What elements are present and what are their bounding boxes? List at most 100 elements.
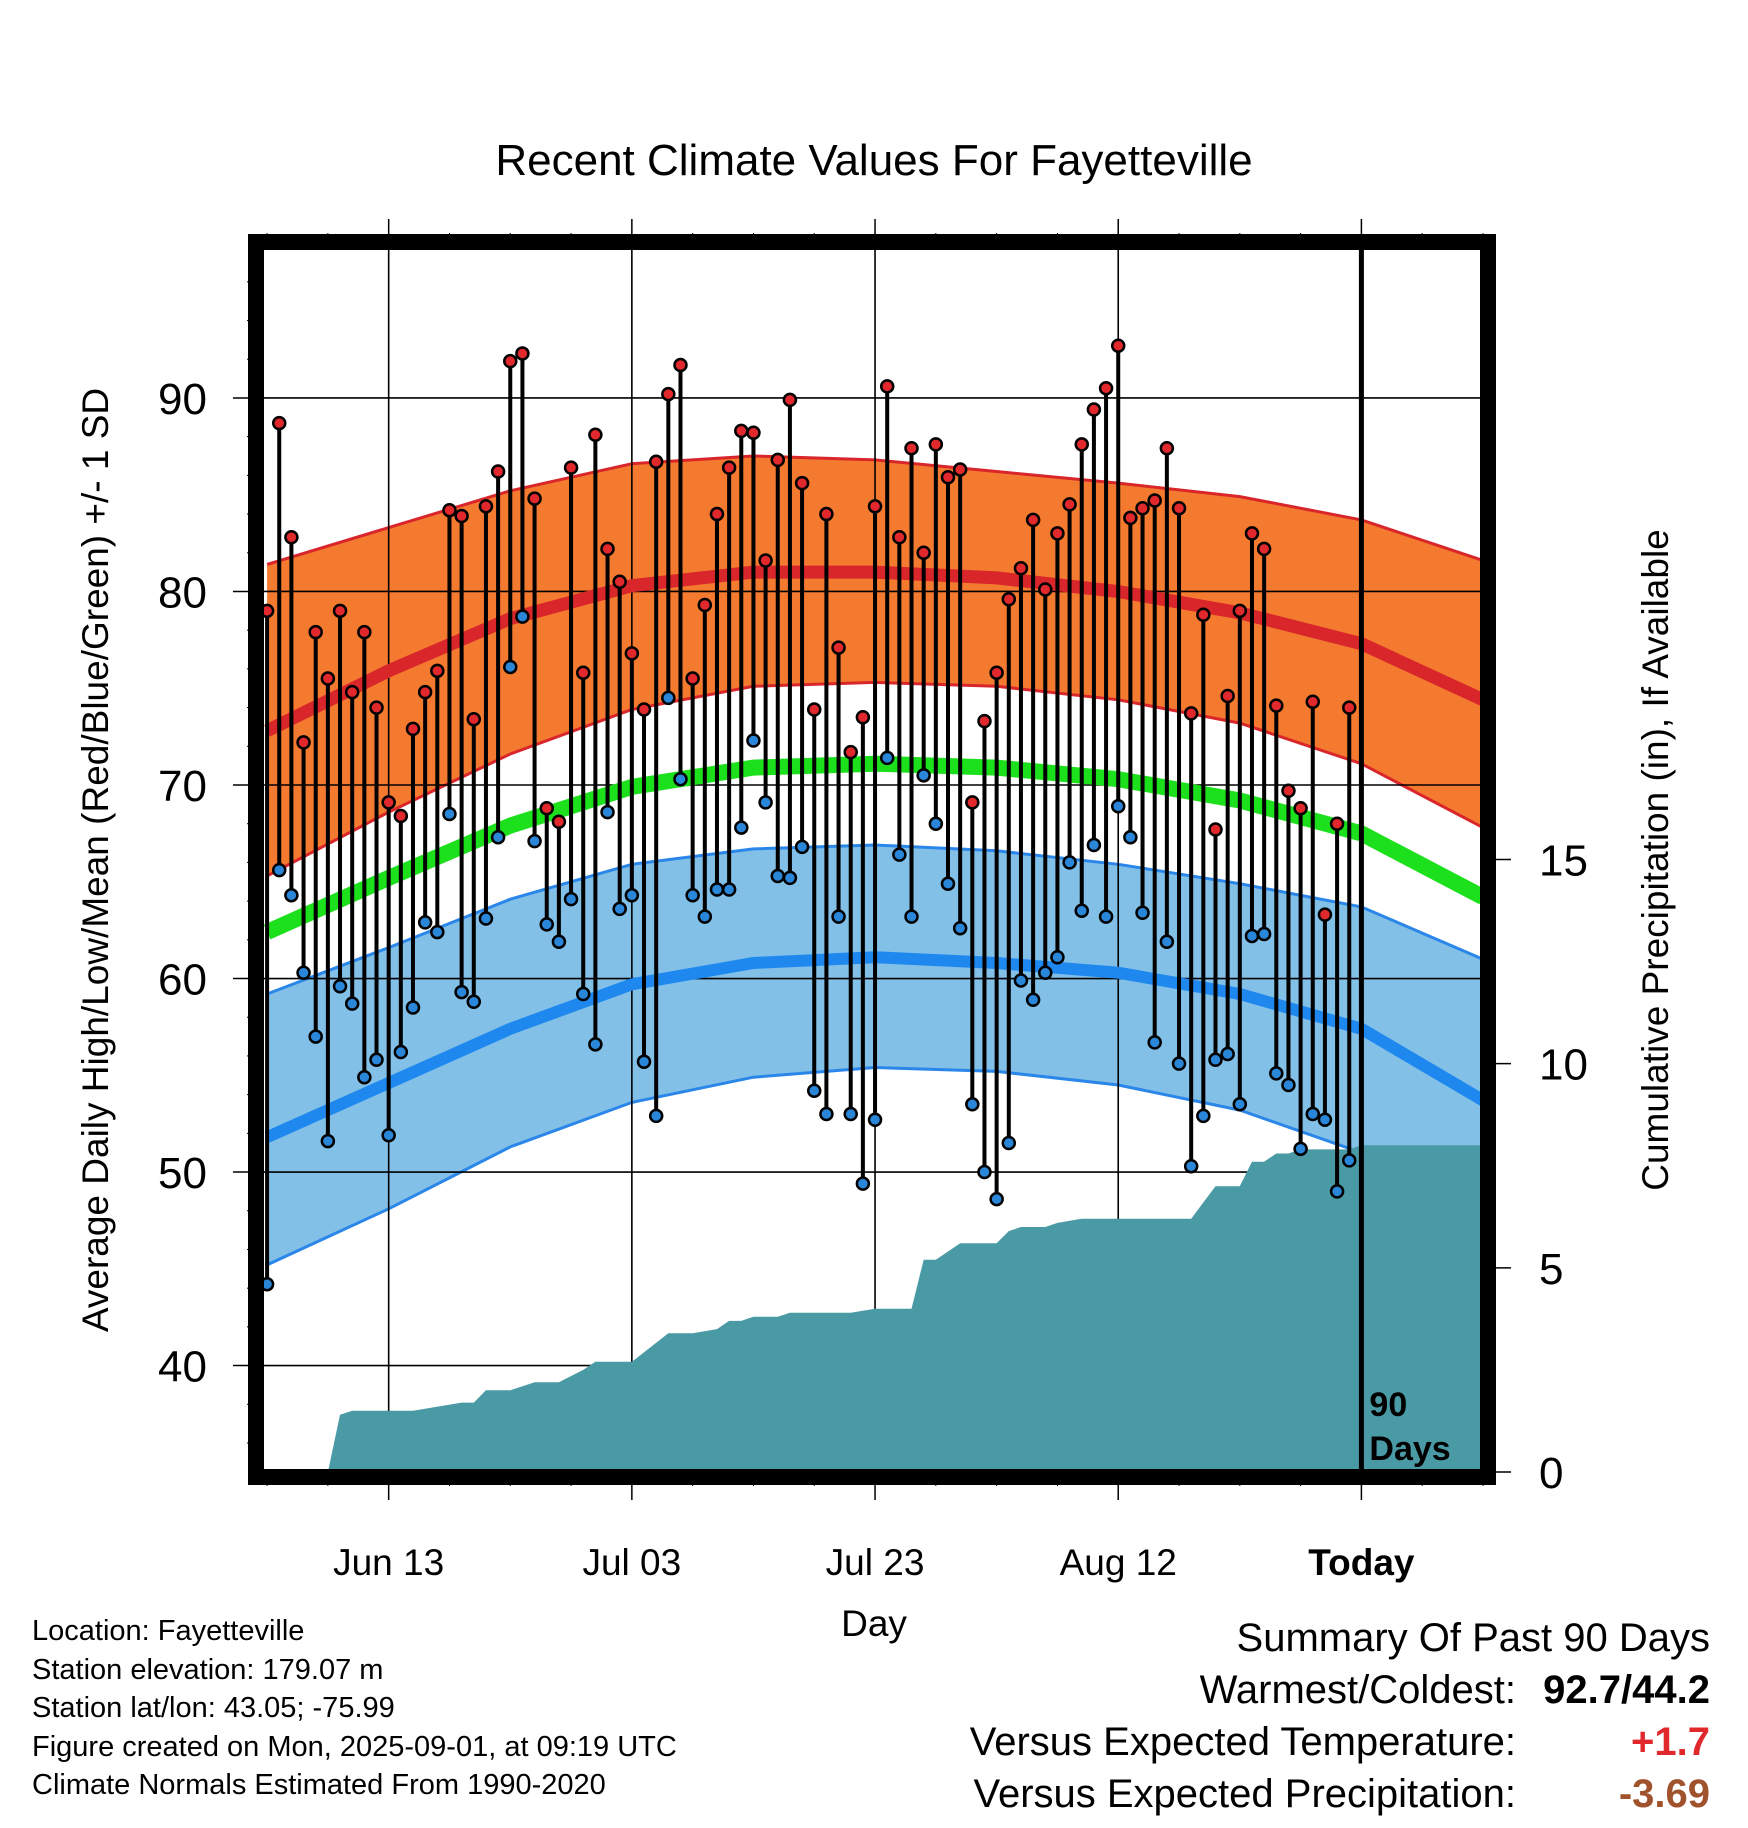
daily-high-point [1025,512,1041,528]
daily-high-point [393,808,409,824]
daily-high-point [600,541,615,557]
daily-low-point [539,917,554,932]
y2-tick-label: 0 [1539,1449,1563,1498]
daily-high-point [685,671,700,686]
daily-low-point [1220,1046,1235,1062]
daily-high-point [357,624,372,640]
daily-high-point [296,735,311,750]
precip-label: Versus Expected Precipitation: [973,1772,1516,1816]
y2-axis-label: Cumulative Precipitation (in), If Availa… [1635,529,1676,1191]
daily-low-point [600,804,615,820]
daily-high-point [369,700,384,715]
daily-high-point [624,646,640,661]
daily-low-point [369,1052,384,1068]
daily-low-point [612,901,627,917]
daily-high-point [1244,526,1260,541]
plot-content [261,247,1483,1472]
daily-low-point [904,909,919,924]
daily-low-point [308,1029,323,1044]
daily-high-point [1001,591,1017,607]
daily-low-point [952,920,968,936]
daily-low-point [721,882,737,897]
daily-low-point [1244,928,1260,944]
daily-low-point [977,1164,992,1180]
daily-high-point [1062,497,1077,512]
daily-high-point [636,702,652,717]
warm-cold-value: 92.7/44.2 [1543,1668,1710,1712]
y-tick-label: 50 [158,1149,207,1198]
daily-high-point [1123,510,1138,526]
daily-low-point [381,1128,396,1143]
daily-low-point [271,862,287,878]
daily-low-point [636,1054,652,1069]
daily-low-point [417,915,433,930]
daily-low-point [1135,905,1150,920]
daily-high-point [758,553,773,568]
daily-low-point [697,909,713,924]
daily-low-point [1001,1135,1017,1151]
daily-low-point [867,1112,883,1128]
daily-low-point [320,1133,336,1149]
daily-low-point [1062,855,1077,870]
daily-low-point [770,868,786,884]
y2-tick-label: 5 [1539,1245,1563,1294]
daily-low-point [1281,1077,1296,1093]
station-info: Location: Fayetteville Station elevation… [32,1612,677,1805]
chart-title: Recent Climate Values For Fayetteville [495,136,1252,185]
daily-high-point [879,379,895,394]
daily-low-point [393,1044,409,1060]
daily-low-point [794,839,810,855]
daily-high-point [320,671,336,686]
warm-cold-label: Warmest/Coldest: [1199,1668,1516,1712]
daily-low-point [1256,926,1272,942]
daily-low-point [1196,1108,1211,1124]
daily-high-point [539,800,554,816]
daily-high-point [1110,338,1126,353]
daily-high-point [612,574,627,590]
daily-high-point [1269,698,1284,713]
daily-high-point [721,460,737,475]
daily-high-point [454,508,469,524]
daily-low-point [928,816,944,831]
daily-low-point [515,609,530,624]
daily-high-point [478,499,494,514]
daily-high-point [515,346,530,361]
daily-high-point [1159,441,1175,456]
daily-low-point [1050,949,1065,965]
daily-low-point [782,870,798,886]
daily-low-point [1341,1153,1357,1168]
y2-tick-label: 15 [1539,837,1588,886]
daily-low-point [575,986,591,1002]
daily-high-point [1208,822,1223,837]
daily-low-point [551,934,567,949]
daily-low-point [1159,934,1175,949]
daily-high-point [1329,816,1345,831]
daily-high-point [977,713,992,729]
daily-low-point [1098,909,1114,924]
daily-low-point [806,1083,822,1099]
daily-high-point [855,710,871,725]
daily-low-point [734,820,749,835]
daily-low-point [344,996,360,1011]
daily-high-point [344,684,360,700]
daily-high-point [284,530,299,545]
daily-low-point [1171,1056,1187,1071]
daily-high-point [819,506,834,522]
daily-low-point [503,659,518,675]
y-tick-label: 70 [158,762,207,811]
x-tick-label: Jun 13 [333,1542,444,1583]
daily-high-point [989,665,1004,681]
daily-high-point [940,470,956,485]
precipitation-area [267,1145,1483,1472]
daily-high-point [928,437,944,452]
daily-low-point [989,1191,1004,1207]
daily-high-point [527,491,542,506]
daily-low-point [673,771,688,787]
location-text: Location: Fayetteville [32,1615,305,1647]
created-text: Figure created on Mon, 2025-09-01, at 09… [32,1730,677,1763]
daily-low-point [746,733,761,748]
plot-area: 90 Days 40 50 60 70 80 90 0 5 10 15 Jun 13 Jul 03 Jul … [158,219,1588,1583]
daily-high-point [405,721,421,737]
daily-high-point [746,425,761,441]
daily-low-point [879,750,895,766]
